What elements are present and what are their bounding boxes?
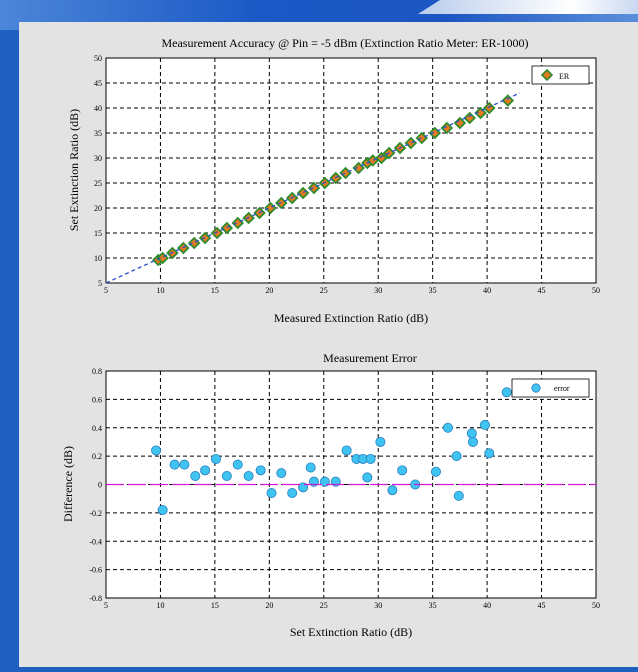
c2-data-point — [397, 465, 408, 476]
c1-y-tick-label: 50 — [94, 54, 102, 63]
c2-data-point — [157, 505, 168, 516]
error-legend-marker — [531, 383, 541, 393]
c1-x-tick-label: 25 — [320, 286, 328, 295]
accuracy-x-axis-label: Measured Extinction Ratio (dB) — [274, 311, 428, 325]
error-chart-title: Measurement Error — [323, 351, 417, 365]
c1-y-tick-label: 20 — [94, 204, 102, 213]
accuracy-chart: Measurement Accuracy @ Pin = -5 dBm (Ext… — [67, 36, 600, 325]
accuracy-legend: ER — [531, 65, 590, 85]
c2-x-tick-label: 15 — [211, 601, 219, 610]
c1-x-tick-label: 20 — [265, 286, 273, 295]
c1-x-tick-label: 50 — [592, 286, 600, 295]
c2-data-point — [466, 428, 477, 439]
c1-x-tick-label: 35 — [429, 286, 437, 295]
accuracy-legend-marker — [540, 68, 554, 82]
accuracy-y-axis-label: Set Extinction Ratio (dB) — [67, 109, 81, 231]
accuracy-grid — [106, 58, 596, 283]
error-chart: Measurement Error 5 10 15 20 25 30 35 40 45 50 0.8… — [61, 351, 600, 639]
c2-y-tick-label: -0.4 — [89, 537, 102, 546]
c2-data-point — [210, 453, 221, 464]
c2-data-point — [169, 459, 180, 470]
c1-y-tick-label: 10 — [94, 254, 102, 263]
accuracy-ticks: 5 10 15 20 25 30 35 40 45 50 5 10 15 20 25 30 35 40 45 50 — [94, 54, 600, 295]
c2-data-point — [243, 470, 254, 481]
c2-data-point — [255, 465, 266, 476]
c2-data-point — [305, 462, 316, 473]
c2-data-point — [276, 468, 287, 479]
c1-data-point — [375, 151, 388, 165]
c1-y-tick-label: 25 — [94, 179, 102, 188]
accuracy-marks — [105, 92, 521, 284]
error-ticks: 5 10 15 20 25 30 35 40 45 50 0.8 0.6 0.4 0.2 0 -0.2 -0.4… — [89, 367, 600, 610]
accuracy-chart-title: Measurement Accuracy @ Pin = -5 dBm (Ext… — [161, 36, 528, 50]
c1-y-tick-label: 30 — [94, 154, 102, 163]
error-x-axis-label: Set Extinction Ratio (dB) — [290, 625, 412, 639]
c2-data-point — [266, 488, 277, 499]
c1-y-tick-label: 45 — [94, 79, 102, 88]
c2-y-tick-label: 0.4 — [92, 424, 102, 433]
c2-data-point — [451, 451, 462, 462]
error-marks — [106, 387, 596, 516]
c1-x-tick-label: 45 — [538, 286, 546, 295]
c1-reference-line — [105, 92, 521, 284]
c1-data-point — [483, 101, 496, 115]
c2-data-point — [287, 488, 298, 499]
c2-x-tick-label: 35 — [429, 601, 437, 610]
c2-data-point — [179, 459, 190, 470]
c2-data-point — [200, 465, 211, 476]
error-y-axis-label: Difference (dB) — [61, 446, 75, 522]
c2-data-point — [221, 470, 232, 481]
c1-y-tick-label: 5 — [98, 279, 102, 288]
c2-y-tick-label: 0 — [98, 481, 102, 490]
c2-data-point — [484, 448, 495, 459]
c2-data-point — [387, 485, 398, 496]
c2-y-tick-label: -0.8 — [89, 594, 102, 603]
error-legend: error — [511, 378, 590, 398]
c2-x-tick-label: 25 — [320, 601, 328, 610]
c2-y-tick-label: -0.2 — [89, 509, 102, 518]
c2-data-point — [232, 459, 243, 470]
c1-data-point — [210, 226, 224, 240]
accuracy-legend-label: ER — [559, 72, 570, 81]
c1-x-tick-label: 10 — [156, 286, 164, 295]
c2-x-tick-label: 40 — [483, 601, 491, 610]
c2-x-tick-label: 10 — [156, 601, 164, 610]
c2-data-point — [341, 445, 352, 456]
c1-x-tick-label: 30 — [374, 286, 382, 295]
c2-data-point — [442, 422, 453, 433]
c1-y-tick-label: 40 — [94, 104, 102, 113]
c2-y-tick-label: 0.2 — [92, 452, 102, 461]
c2-data-point — [375, 436, 386, 447]
c2-data-point — [479, 419, 490, 430]
c1-data-point — [440, 121, 454, 135]
c2-data-point — [190, 470, 201, 481]
slide-corner-decoration — [418, 0, 638, 14]
c2-y-tick-label: 0.6 — [92, 395, 102, 404]
chart-figure: Measurement Accuracy @ Pin = -5 dBm (Ext… — [61, 36, 600, 639]
c1-y-tick-label: 35 — [94, 129, 102, 138]
c2-x-tick-label: 45 — [538, 601, 546, 610]
c2-x-tick-label: 30 — [374, 601, 382, 610]
c1-y-tick-label: 15 — [94, 229, 102, 238]
c2-data-point — [365, 453, 376, 464]
c2-y-tick-label: 0.8 — [92, 367, 102, 376]
c2-x-tick-label: 20 — [265, 601, 273, 610]
c2-data-point — [151, 445, 162, 456]
c1-x-tick-label: 15 — [211, 286, 219, 295]
error-legend-box — [511, 378, 590, 398]
error-legend-label: error — [554, 384, 570, 393]
c2-x-tick-label: 5 — [104, 601, 108, 610]
c2-data-point — [430, 466, 441, 477]
c2-data-point — [501, 387, 512, 398]
chart-panel: Measurement Accuracy @ Pin = -5 dBm (Ext… — [19, 22, 638, 667]
c2-x-tick-label: 50 — [592, 601, 600, 610]
c2-data-point — [362, 472, 373, 483]
c2-data-point — [453, 490, 464, 501]
c2-data-point — [467, 436, 478, 447]
c2-y-tick-label: -0.6 — [89, 566, 102, 575]
c1-x-tick-label: 5 — [104, 286, 108, 295]
c1-x-tick-label: 40 — [483, 286, 491, 295]
